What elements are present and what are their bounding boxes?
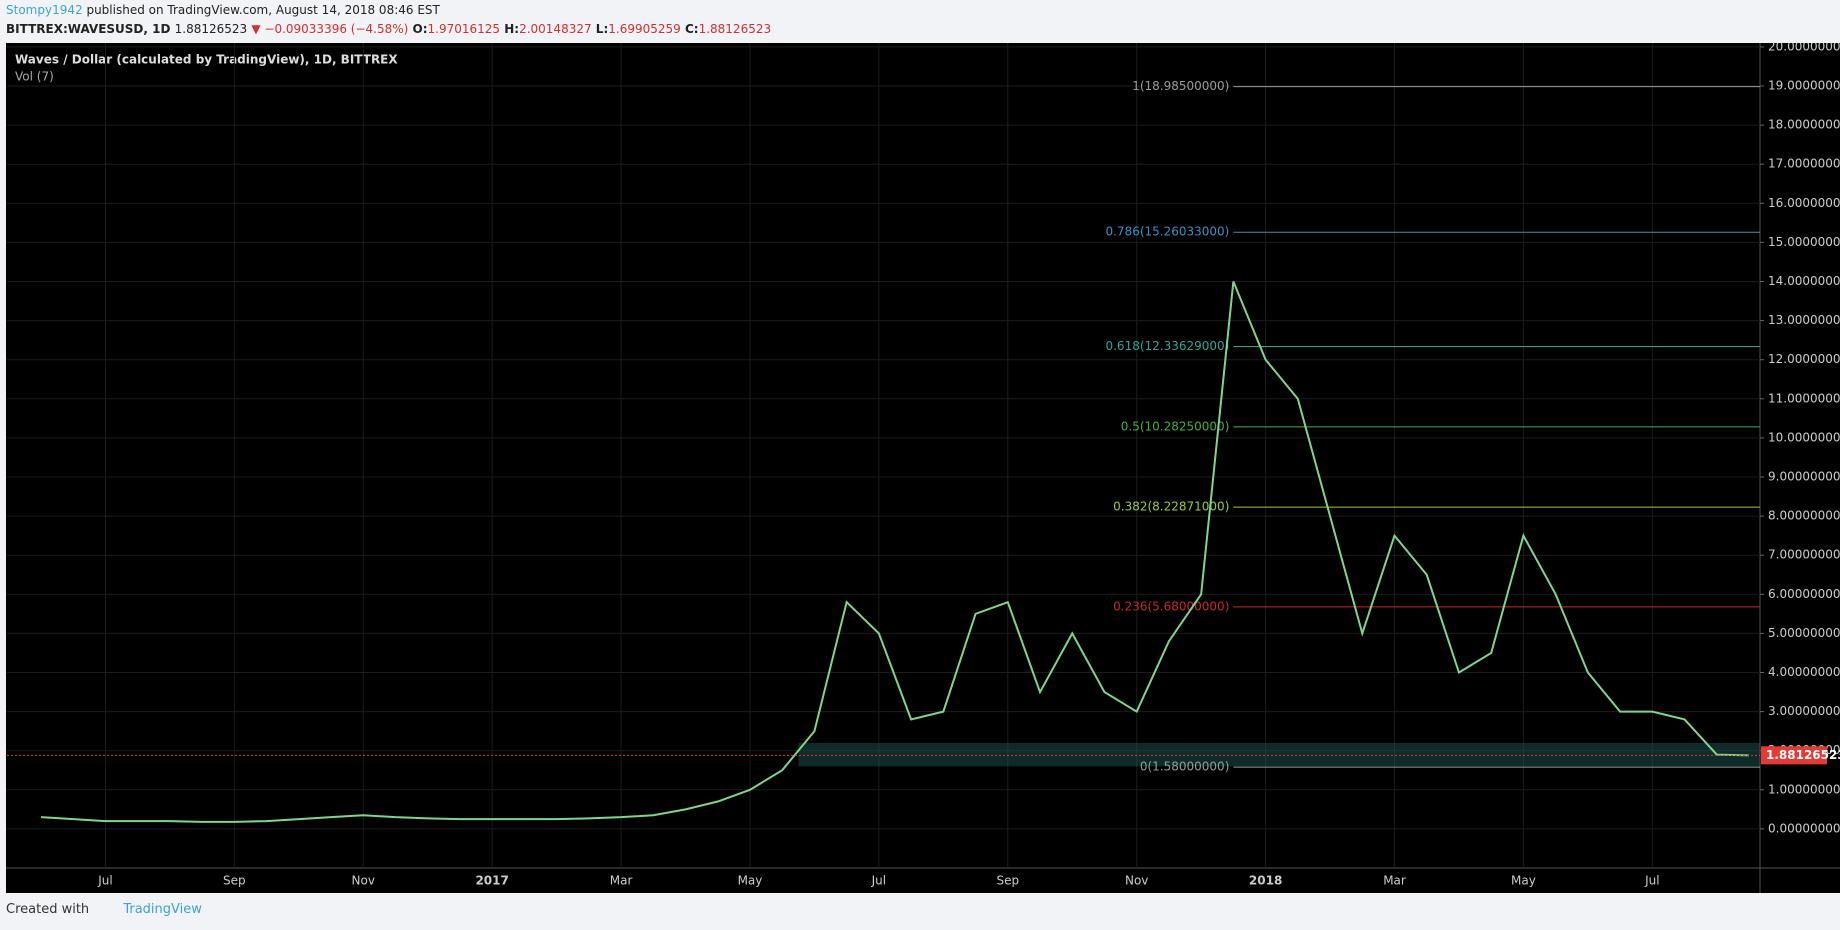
h-label: H:	[504, 22, 520, 36]
y-tick-label: 19.00000000	[1768, 79, 1840, 93]
y-tick-label: 15.00000000	[1768, 235, 1840, 249]
y-tick-label: 20.00000000	[1768, 43, 1840, 53]
x-tick-label: Sep	[223, 874, 246, 888]
last: 1.88126523	[174, 22, 248, 36]
y-tick-label: 5.00000000	[1768, 626, 1840, 640]
l-label: L:	[595, 22, 609, 36]
y-tick-label: 16.00000000	[1768, 196, 1840, 210]
quote-line: BITTREX:WAVESUSD, 1D 1.88126523 ▼ −0.090…	[6, 22, 771, 36]
x-tick-label: May	[738, 874, 763, 888]
o-label: O:	[412, 22, 428, 36]
y-tick-label: 4.00000000	[1768, 665, 1840, 679]
price-line	[40, 281, 1750, 823]
x-tick-label: 2017	[475, 874, 508, 888]
publish-line: Stompy1942 published on TradingView.com,…	[6, 3, 440, 17]
chart: Waves / Dollar (calculated by TradingVie…	[6, 43, 1840, 893]
support-zone	[798, 742, 1760, 767]
y-tick-label: 0.00000000	[1768, 821, 1840, 835]
y-tick-label: 8.00000000	[1768, 509, 1840, 523]
x-tick-label: 2018	[1249, 874, 1282, 888]
x-tick-label: Mar	[1383, 874, 1406, 888]
symbol: BITTREX:WAVESUSD, 1D	[6, 22, 171, 36]
chart-title: Waves / Dollar (calculated by TradingVie…	[15, 53, 398, 67]
x-tick-label: May	[1511, 874, 1536, 888]
x-tick-label: Jul	[871, 874, 886, 888]
last-price-tag	[1761, 746, 1827, 765]
created: Created with	[6, 902, 90, 917]
y-tick-label: 10.00000000	[1768, 430, 1840, 444]
fib-label: 0.618(12.33629000)	[1105, 339, 1229, 353]
fib-label: 0.236(5.68000000)	[1113, 599, 1229, 613]
y-tick-label: 7.00000000	[1768, 548, 1840, 562]
c-label: C:	[684, 22, 699, 36]
subtitle: Vol (7)	[15, 70, 54, 84]
low: 1.69905259	[608, 22, 681, 36]
x-tick-label: Mar	[610, 874, 633, 888]
x-tick-label: Sep	[996, 874, 1019, 888]
y-tick-label: 14.00000000	[1768, 274, 1840, 288]
y-tick-label: 11.00000000	[1768, 391, 1840, 405]
y-tick-label: 1.00000000	[1768, 782, 1840, 796]
y-tick-label: 17.00000000	[1768, 157, 1840, 171]
fib-label: 0.786(15.26033000)	[1105, 225, 1229, 239]
author[interactable]: Stompy1942	[6, 3, 83, 17]
y-tick-label: 9.00000000	[1768, 470, 1840, 484]
open: 1.97016125	[427, 22, 501, 36]
fib-label: 1(18.98500000)	[1132, 79, 1229, 93]
fib-label: 0(1.58000000)	[1140, 760, 1230, 774]
last-price-label: 1.88126523	[1766, 748, 1840, 762]
y-tick-label: 18.00000000	[1768, 118, 1840, 132]
brand[interactable]: TradingView	[123, 902, 202, 917]
fib-label: 0.382(8.22871000)	[1113, 500, 1229, 514]
x-tick-label: Nov	[1125, 874, 1148, 888]
chart-bg	[6, 43, 1840, 893]
published: published on TradingView.com, August 14,…	[86, 3, 440, 17]
footer: Created with TradingView	[6, 902, 202, 917]
high: 2.00148327	[519, 22, 592, 36]
close: 1.88126523	[698, 22, 772, 36]
y-tick-label: 3.00000000	[1768, 704, 1840, 718]
y-tick-label: 12.00000000	[1768, 352, 1840, 366]
x-tick-label: Nov	[352, 874, 375, 888]
x-tick-label: Jul	[97, 874, 112, 888]
y-tick-label: 13.00000000	[1768, 313, 1840, 327]
fib-label: 0.5(10.28250000)	[1121, 419, 1230, 433]
x-tick-label: Jul	[1644, 874, 1659, 888]
y-tick-label: 6.00000000	[1768, 587, 1840, 601]
change: ▼ −0.09033396 (−4.58%)	[251, 22, 409, 36]
